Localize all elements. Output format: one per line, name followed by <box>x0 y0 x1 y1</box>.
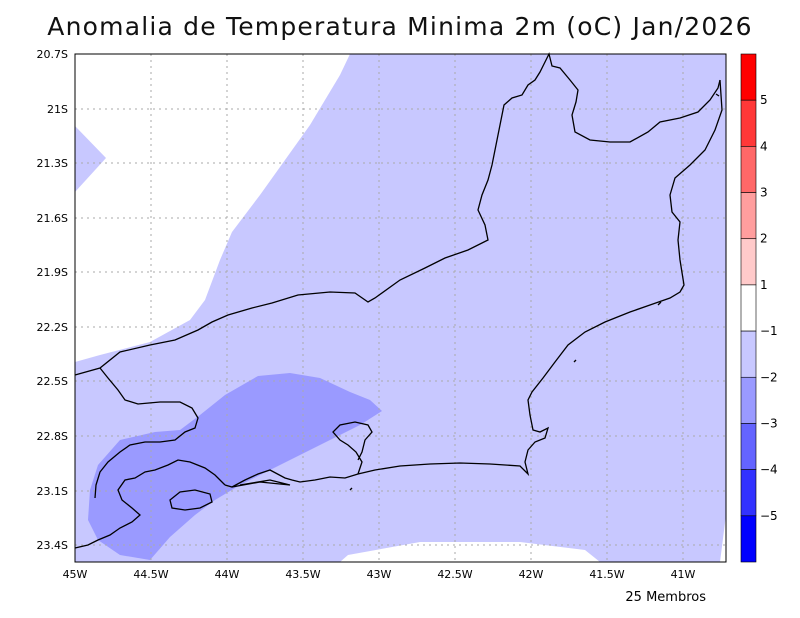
lat-tick-label: 21.9S <box>37 266 68 279</box>
anomaly-region-m2-m3 <box>88 373 382 560</box>
colorbar-swatch <box>740 469 757 517</box>
colorbar: 5 4 3 2 1 −1 −2 −3 −4 −5 <box>740 53 778 563</box>
lon-tick-label: 43.5W <box>285 568 320 581</box>
colorbar-label: 3 <box>760 186 768 200</box>
colorbar-swatch <box>740 376 757 424</box>
colorbar-label: 4 <box>760 139 768 153</box>
lat-axis: 20.7S 21S 21.3S 21.6S 21.9S 22.2S 22.5S … <box>37 48 68 552</box>
colorbar-label: 5 <box>760 93 768 107</box>
colorbar-label: 1 <box>760 278 768 292</box>
lon-tick-label: 42.5W <box>437 568 472 581</box>
lat-tick-label: 22.8S <box>37 430 68 443</box>
lat-tick-label: 21S <box>47 103 68 116</box>
colorbar-swatch <box>740 515 757 563</box>
lat-tick-label: 20.7S <box>37 48 68 61</box>
lon-tick-label: 44.5W <box>133 568 168 581</box>
lat-tick-label: 22.5S <box>37 375 68 388</box>
colorbar-label: −5 <box>760 509 778 523</box>
lat-tick-label: 22.2S <box>37 321 68 334</box>
colorbar-swatch <box>740 53 757 101</box>
lon-tick-label: 41W <box>671 568 696 581</box>
lon-tick-label: 45W <box>63 568 88 581</box>
colorbar-swatch <box>740 192 757 240</box>
colorbar-swatch <box>740 146 757 193</box>
members-label: 25 Membros <box>625 590 706 605</box>
colorbar-label: −1 <box>760 324 778 338</box>
coastline <box>74 52 723 549</box>
lat-grid <box>75 108 726 546</box>
colorbar-swatch <box>740 423 757 470</box>
colorbar-label: −2 <box>760 370 778 384</box>
anomaly-region-m1-m2-nw <box>75 126 106 192</box>
colorbar-label: −4 <box>760 463 778 477</box>
colorbar-swatch <box>740 238 757 286</box>
colorbar-label: 2 <box>760 232 768 246</box>
colorbar-swatch <box>740 99 757 147</box>
lat-tick-label: 21.3S <box>37 157 68 170</box>
lat-tick-label: 23.4S <box>37 539 68 552</box>
lon-tick-label: 42W <box>519 568 544 581</box>
lon-grid <box>150 54 684 562</box>
lon-tick-label: 44W <box>215 568 240 581</box>
lat-tick-label: 23.1S <box>37 485 68 498</box>
map-frame <box>74 53 727 563</box>
lon-axis: 45W 44.5W 44W 43.5W 43W 42.5W 42W 41.5W … <box>63 568 696 581</box>
lat-tick-label: 21.6S <box>37 212 68 225</box>
lon-tick-label: 41.5W <box>589 568 624 581</box>
lon-tick-label: 43W <box>367 568 392 581</box>
colorbar-swatch <box>740 330 757 378</box>
map-title: Anomalia de Temperatura Minima 2m (oC) J… <box>47 12 753 41</box>
colorbar-swatch <box>740 284 757 332</box>
colorbar-label: −3 <box>760 416 778 430</box>
